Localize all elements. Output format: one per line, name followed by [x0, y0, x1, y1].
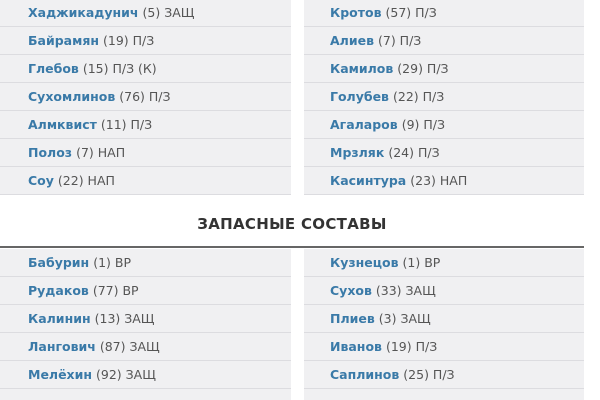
player-row: Агаларов (9) П/З	[304, 111, 584, 139]
substitute-lineups: Бабурин (1) ВР Рудаков (77) ВР Калинин (13) З…	[0, 249, 584, 400]
player-name-link[interactable]: Иванов	[330, 339, 382, 354]
player-info: (33) ЗАЩ	[375, 283, 436, 298]
player-info: (22) НАП	[57, 173, 115, 188]
player-name-link[interactable]: Камилов	[330, 61, 394, 76]
player-info: (24) П/З	[388, 145, 440, 160]
home-subs: Бабурин (1) ВР Рудаков (77) ВР Калинин (13) З…	[0, 249, 291, 400]
player-row: Мрзляк (24) П/З	[304, 139, 584, 167]
player-row: Кротов (57) П/З	[304, 0, 584, 27]
player-row: Алиев (7) П/З	[304, 27, 584, 55]
player-info: (15) П/З (К)	[82, 61, 157, 76]
player-row: Мелёхин (92) ЗАЩ	[0, 361, 291, 389]
player-info: (13) ЗАЩ	[94, 311, 155, 326]
player-info: (19) П/З	[102, 33, 155, 48]
player-row	[0, 389, 291, 400]
player-info: (22) П/З	[392, 89, 445, 104]
player-row	[304, 389, 584, 400]
player-name-link[interactable]: Калинин	[28, 311, 91, 326]
player-row: Плиев (3) ЗАЩ	[304, 305, 584, 333]
player-info: (29) П/З	[397, 61, 449, 76]
player-name-link[interactable]: Полоз	[28, 145, 73, 160]
player-info: (11) П/З	[100, 117, 153, 132]
player-name-link[interactable]: Плиев	[330, 311, 375, 326]
player-name-link[interactable]: Бабурин	[28, 255, 90, 270]
player-name-link[interactable]: Кузнецов	[330, 255, 399, 270]
subs-heading: ЗАПАСНЫЕ СОСТАВЫ	[197, 215, 387, 233]
player-name-link[interactable]: Агаларов	[330, 117, 398, 132]
player-row: Камилов (29) П/З	[304, 55, 584, 83]
player-info: (77) ВР	[92, 283, 139, 298]
player-info: (3) ЗАЩ	[378, 311, 431, 326]
player-row: Полоз (7) НАП	[0, 139, 291, 167]
player-name-link[interactable]: Мрзляк	[330, 145, 385, 160]
player-name-link[interactable]: Мелёхин	[28, 367, 93, 382]
player-info: (1) ВР	[93, 255, 131, 270]
player-info: (25) П/З	[403, 367, 455, 382]
player-name-link[interactable]: Голубев	[330, 89, 389, 104]
player-info: (1) ВР	[402, 255, 441, 270]
player-row: Соу (22) НАП	[0, 167, 291, 195]
player-row: Глебов (15) П/З (К)	[0, 55, 291, 83]
player-info: (57) П/З	[385, 5, 437, 20]
player-name-link[interactable]: Сухомлинов	[28, 89, 116, 104]
player-info: (23) НАП	[410, 173, 468, 188]
player-info: (7) П/З	[377, 33, 422, 48]
player-row: Саплинов (25) П/З	[304, 361, 584, 389]
player-name-link[interactable]: Саплинов	[330, 367, 400, 382]
home-starters: Хаджикадунич (5) ЗАЩ Байрамян (19) П/З Глебо…	[0, 0, 291, 195]
player-name-link[interactable]: Сухов	[330, 283, 372, 298]
player-row: Касинтура (23) НАП	[304, 167, 584, 195]
player-row: Калинин (13) ЗАЩ	[0, 305, 291, 333]
player-info: (87) ЗАЩ	[99, 339, 160, 354]
player-info: (7) НАП	[76, 145, 126, 160]
away-subs: Кузнецов (1) ВР Сухов (33) ЗАЩ Плиев (3) ЗАЩ И…	[304, 249, 584, 400]
player-row: Бабурин (1) ВР	[0, 249, 291, 277]
player-name-link[interactable]: Алмквист	[28, 117, 97, 132]
player-info: (76) П/З	[119, 89, 171, 104]
player-name-link[interactable]: Кротов	[330, 5, 382, 20]
player-row: Хаджикадунич (5) ЗАЩ	[0, 0, 291, 27]
player-row: Рудаков (77) ВР	[0, 277, 291, 305]
player-row: Сухов (33) ЗАЩ	[304, 277, 584, 305]
starting-lineups: Хаджикадунич (5) ЗАЩ Байрамян (19) П/З Глебо…	[0, 0, 584, 195]
player-row: Иванов (19) П/З	[304, 333, 584, 361]
player-name-link[interactable]: Хаджикадунич	[28, 5, 139, 20]
player-row: Кузнецов (1) ВР	[304, 249, 584, 277]
player-name-link[interactable]: Лангович	[28, 339, 96, 354]
player-name-link[interactable]: Соу	[28, 173, 54, 188]
player-info: (19) П/З	[385, 339, 438, 354]
player-row: Голубев (22) П/З	[304, 83, 584, 111]
player-row: Сухомлинов (76) П/З	[0, 83, 291, 111]
player-info: (92) ЗАЩ	[96, 367, 156, 382]
player-row: Лангович (87) ЗАЩ	[0, 333, 291, 361]
player-row: Алмквист (11) П/З	[0, 111, 291, 139]
divider	[0, 246, 584, 248]
player-name-link[interactable]: Алиев	[330, 33, 374, 48]
away-starters: Кротов (57) П/З Алиев (7) П/З Камилов (29) П/…	[304, 0, 584, 195]
player-name-link[interactable]: Глебов	[28, 61, 79, 76]
player-name-link[interactable]: Рудаков	[28, 283, 89, 298]
player-name-link[interactable]: Байрамян	[28, 33, 99, 48]
player-info: (9) П/З	[401, 117, 445, 132]
player-info: (5) ЗАЩ	[142, 5, 195, 20]
player-name-link[interactable]: Касинтура	[330, 173, 407, 188]
player-row: Байрамян (19) П/З	[0, 27, 291, 55]
